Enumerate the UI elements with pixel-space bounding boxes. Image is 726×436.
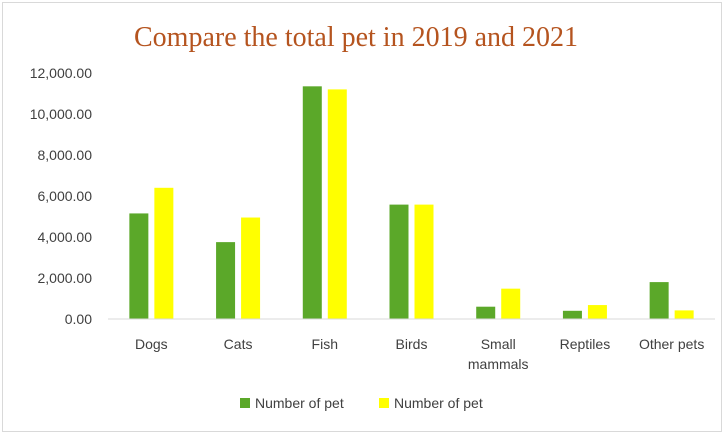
bars xyxy=(129,86,694,320)
y-tick-label: 0.00 xyxy=(65,311,92,327)
x-tick-label: Dogs xyxy=(135,336,168,352)
legend-swatch xyxy=(240,398,250,408)
x-tick-label: Other pets xyxy=(639,336,704,352)
y-tick-label: 10,000.00 xyxy=(30,106,92,122)
x-tick-label: Cats xyxy=(224,336,253,352)
y-tick-label: 8,000.00 xyxy=(38,147,93,163)
x-axis-ticks: Dogs Cats Fish Birds Small mammals Reptiles Oth… xyxy=(135,336,704,372)
chart-frame: Compare the total pet in 2019 and 2021 0… xyxy=(2,2,722,432)
bar-series-2 xyxy=(674,310,694,319)
bar-series-1 xyxy=(476,306,496,319)
legend-label: Number of pet xyxy=(255,395,344,411)
bar-chart: Compare the total pet in 2019 and 2021 0… xyxy=(30,22,715,411)
y-tick-label: 12,000.00 xyxy=(30,65,92,81)
y-tick-label: 4,000.00 xyxy=(38,229,93,245)
bar-series-1 xyxy=(216,242,236,319)
bar-series-2 xyxy=(327,89,347,320)
bar-series-2 xyxy=(501,288,521,319)
bar-series-1 xyxy=(302,86,322,319)
bar-series-1 xyxy=(649,282,669,319)
bar-series-2 xyxy=(414,204,434,319)
legend-label: Number of pet xyxy=(394,395,483,411)
bar-series-2 xyxy=(154,187,174,319)
chart-title: Compare the total pet in 2019 and 2021 xyxy=(134,22,578,53)
bar-series-2 xyxy=(241,217,261,319)
bar-series-1 xyxy=(389,204,409,319)
legend-swatch xyxy=(379,398,389,408)
x-tick-label: Reptiles xyxy=(560,336,611,352)
x-tick-label: Fish xyxy=(312,336,338,352)
legend: Number of pet Number of pet xyxy=(240,395,483,411)
bar-series-2 xyxy=(587,305,607,319)
x-tick-label: Birds xyxy=(396,336,428,352)
y-tick-label: 6,000.00 xyxy=(38,188,93,204)
bar-series-1 xyxy=(562,310,582,319)
x-tick-label: Small mammals xyxy=(468,336,529,372)
y-tick-label: 2,000.00 xyxy=(38,270,93,286)
y-axis-ticks: 0.00 2,000.00 4,000.00 6,000.00 8,000.00 10,0… xyxy=(30,65,93,327)
bar-series-1 xyxy=(129,213,149,319)
